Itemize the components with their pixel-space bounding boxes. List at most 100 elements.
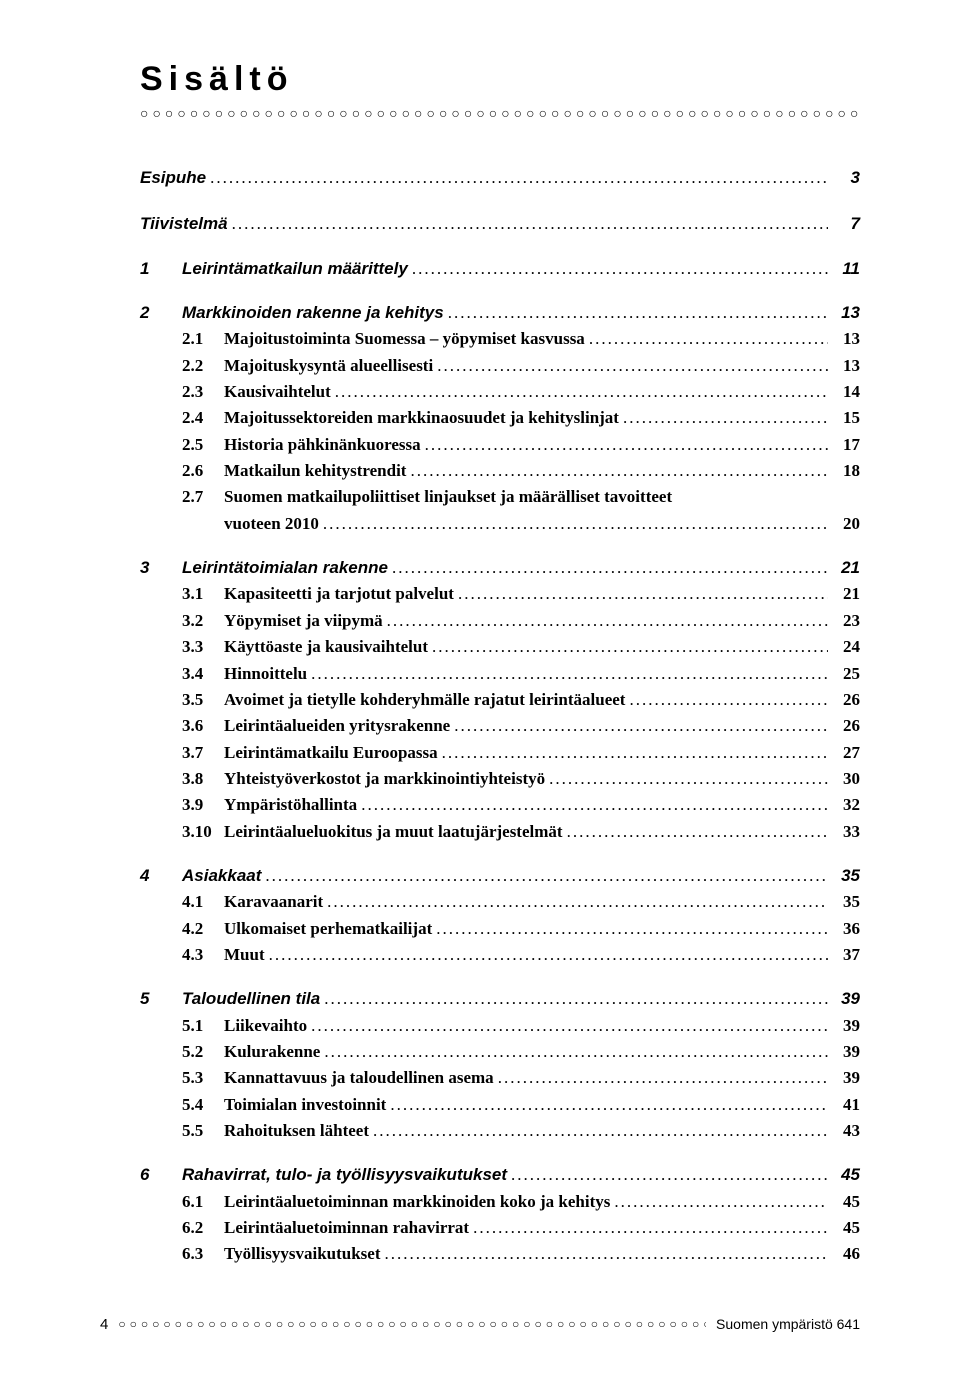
toc-label: Leirintäalueluokitus ja muut laatujärjes…	[224, 819, 563, 845]
toc-label: Esipuhe	[140, 165, 206, 191]
toc-label: Yhteistyöverkostot ja markkinointiyhteis…	[224, 766, 545, 792]
toc-entry: 2.4Majoitussektoreiden markkinaosuudet j…	[140, 405, 860, 431]
toc-page: 39	[832, 1065, 860, 1091]
toc-entry: 2.2Majoituskysyntä alueellisesti13	[140, 353, 860, 379]
toc-entry: 3.6Leirintäalueiden yritysrakenne26	[140, 713, 860, 739]
toc-sub-num: 3.3	[182, 634, 224, 660]
toc-label: Leirintämatkailun määrittely	[182, 256, 408, 282]
toc-label: Kapasiteetti ja tarjotut palvelut	[224, 581, 454, 607]
toc-entry: 2.5Historia pähkinänkuoressa17	[140, 432, 860, 458]
toc-entry: Esipuhe 3	[140, 165, 860, 191]
toc-page: 13	[832, 353, 860, 379]
toc-entry: 3.2Yöpymiset ja viipymä23	[140, 608, 860, 634]
toc-leader	[614, 1189, 828, 1215]
toc-entry: 2.3Kausivaihtelut14	[140, 379, 860, 405]
toc-entry: 5.3Kannattavuus ja taloudellinen asema 39	[140, 1065, 860, 1091]
toc-entry: 1Leirintämatkailun määrittely 11	[140, 256, 860, 282]
toc-label: Yöpymiset ja viipymä	[224, 608, 383, 634]
toc-label: Työllisyysvaikutukset	[224, 1241, 381, 1267]
toc-label: Leirintäaluetoiminnan markkinoiden koko …	[224, 1189, 610, 1215]
toc-leader	[629, 687, 828, 713]
toc-page: 11	[832, 256, 860, 282]
toc-sub-num: 5.2	[182, 1039, 224, 1065]
toc-chapter-num: 2	[140, 300, 182, 326]
toc-leader	[448, 300, 828, 326]
toc-sub-num: 3.10	[182, 819, 224, 845]
toc-entry: 3.1Kapasiteetti ja tarjotut palvelut 21	[140, 581, 860, 607]
toc-page: 37	[832, 942, 860, 968]
footer-dotline: ○○○○○○○○○○○○○○○○○○○○○○○○○○○○○○○○○○○○○○○○…	[118, 1317, 706, 1331]
toc-leader	[335, 379, 828, 405]
toc-page: 21	[832, 581, 860, 607]
toc-page: 18	[832, 458, 860, 484]
toc-entry: Tiivistelmä7	[140, 211, 860, 237]
toc-page: 27	[832, 740, 860, 766]
toc-sub-num: 3.5	[182, 687, 224, 713]
toc-leader	[425, 432, 828, 458]
toc-label: Matkailun kehitystrendit	[224, 458, 406, 484]
toc-label: Majoitustoiminta Suomessa – yöpymiset ka…	[224, 326, 585, 352]
toc-leader	[232, 211, 828, 237]
footer-publication: Suomen ympäristö 641	[716, 1316, 860, 1332]
toc-page: 35	[832, 863, 860, 889]
toc-label: Muut	[224, 942, 265, 968]
toc-page: 41	[832, 1092, 860, 1118]
footer-page-number: 4	[100, 1316, 108, 1333]
toc-label: Avoimet ja tietylle kohderyhmälle rajatu…	[224, 687, 625, 713]
toc-entry: 3.5Avoimet ja tietylle kohderyhmälle raj…	[140, 687, 860, 713]
toc-leader	[392, 555, 828, 581]
toc-leader	[412, 256, 828, 282]
toc-sub-num: 3.6	[182, 713, 224, 739]
toc-chapter-num: 4	[140, 863, 182, 889]
toc-page: 26	[832, 713, 860, 739]
toc-entry: 6.2Leirintäaluetoiminnan rahavirrat45	[140, 1215, 860, 1241]
toc-page: 13	[832, 326, 860, 352]
toc-label: Toimialan investoinnit	[224, 1092, 386, 1118]
toc-page: 39	[832, 1013, 860, 1039]
toc-chapter-num: 3	[140, 555, 182, 581]
toc-sub-num: 4.2	[182, 916, 224, 942]
toc-leader	[323, 511, 828, 537]
toc-sub-num: 2.7	[182, 484, 224, 510]
toc-entry: 2.1Majoitustoiminta Suomessa – yöpymiset…	[140, 326, 860, 352]
toc-sub-num: 6.1	[182, 1189, 224, 1215]
toc-page: 35	[832, 889, 860, 915]
toc-page: 45	[832, 1189, 860, 1215]
toc-sub-num: 2.2	[182, 353, 224, 379]
toc-label: Kausivaihtelut	[224, 379, 331, 405]
toc-leader	[390, 1092, 828, 1118]
toc-leader	[327, 889, 828, 915]
toc-leader	[311, 1013, 828, 1039]
toc-entry: 5.2Kulurakenne39	[140, 1039, 860, 1065]
toc-chapter-num: 1	[140, 256, 182, 282]
toc-sub-num: 4.1	[182, 889, 224, 915]
toc-label: Rahavirrat, tulo- ja työllisyysvaikutuks…	[182, 1162, 507, 1188]
toc-page: 43	[832, 1118, 860, 1144]
toc-sub-num: 5.1	[182, 1013, 224, 1039]
toc-entry: 5.5Rahoituksen lähteet43	[140, 1118, 860, 1144]
toc-sub-num: 6.2	[182, 1215, 224, 1241]
toc-label: Kannattavuus ja taloudellinen asema	[224, 1065, 494, 1091]
toc-page: 17	[832, 432, 860, 458]
toc-leader	[373, 1118, 828, 1144]
toc-label: Majoitussektoreiden markkinaosuudet ja k…	[224, 405, 619, 431]
page-title: Sisältö	[140, 60, 860, 99]
toc-chapter-num: 5	[140, 986, 182, 1012]
toc-entry: 4.1Karavaanarit35	[140, 889, 860, 915]
toc-page: 24	[832, 634, 860, 660]
toc-leader	[269, 942, 828, 968]
toc-sub-num: 2.6	[182, 458, 224, 484]
toc-leader	[442, 740, 828, 766]
toc-page: 14	[832, 379, 860, 405]
toc-sub-num: 2.5	[182, 432, 224, 458]
toc-page: 3	[832, 165, 860, 191]
toc-sub-num: 3.1	[182, 581, 224, 607]
toc-page: 21	[832, 555, 860, 581]
toc-sub-num: 2.1	[182, 326, 224, 352]
toc-label: Leirintämatkailu Euroopassa	[224, 740, 438, 766]
toc-sub-num: 5.3	[182, 1065, 224, 1091]
toc-entry: 3Leirintätoimialan rakenne21	[140, 555, 860, 581]
toc-leader	[311, 661, 828, 687]
toc-sub-num: 6.3	[182, 1241, 224, 1267]
toc-leader	[589, 326, 828, 352]
